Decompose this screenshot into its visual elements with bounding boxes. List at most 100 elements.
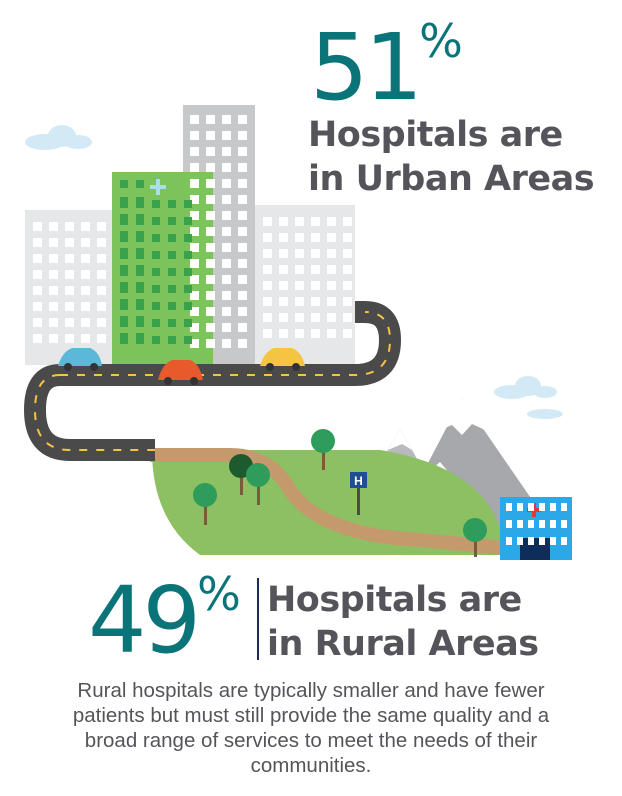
window [238, 163, 247, 172]
window [81, 238, 90, 247]
window [238, 259, 247, 268]
window [33, 254, 42, 263]
tree-icon [246, 463, 270, 505]
window [136, 336, 144, 344]
window [190, 259, 199, 268]
window [120, 285, 128, 293]
window [136, 251, 144, 259]
description-text: Rural hospitals are typically smaller an… [72, 679, 550, 777]
window [222, 339, 231, 348]
window [168, 285, 176, 293]
window [517, 537, 523, 545]
window [49, 286, 58, 295]
urban-heading-line2: in Urban Areas [308, 159, 595, 199]
window [517, 520, 523, 528]
window [222, 259, 231, 268]
window [81, 334, 90, 343]
divider [257, 578, 259, 660]
rural-heading-line2: in Rural Areas [267, 624, 539, 664]
window [311, 313, 320, 322]
dirt-path [150, 448, 506, 555]
window [152, 251, 160, 259]
window [222, 195, 231, 204]
window [120, 180, 128, 188]
window [120, 251, 128, 259]
window [184, 200, 192, 208]
window [184, 336, 192, 344]
window [238, 291, 247, 300]
window [33, 302, 42, 311]
window [327, 265, 336, 274]
window [550, 537, 556, 545]
window [206, 323, 215, 332]
window [49, 334, 58, 343]
window [120, 268, 128, 276]
window [279, 281, 288, 290]
window [222, 115, 231, 124]
window [190, 147, 199, 156]
window [65, 238, 74, 247]
window [49, 302, 58, 311]
window [184, 302, 192, 310]
window [311, 233, 320, 242]
window [168, 251, 176, 259]
window [327, 281, 336, 290]
window [279, 233, 288, 242]
window [311, 281, 320, 290]
cloud-icon [494, 376, 563, 419]
window [81, 302, 90, 311]
window [97, 302, 106, 311]
window [136, 217, 144, 225]
window [206, 195, 215, 204]
window [263, 329, 272, 338]
window [238, 243, 247, 252]
window [168, 217, 176, 225]
rural-heading-line1: Hospitals are [267, 580, 522, 620]
window [33, 334, 42, 343]
window [238, 211, 247, 220]
window [152, 319, 160, 327]
window [561, 503, 567, 511]
window [190, 243, 199, 252]
window [238, 323, 247, 332]
window [327, 233, 336, 242]
window [506, 537, 512, 545]
urban-heading: Hospitals are in Urban Areas [308, 113, 595, 201]
window [238, 275, 247, 284]
window [136, 180, 144, 188]
window [238, 131, 247, 140]
window [136, 302, 144, 310]
window [190, 227, 199, 236]
window [49, 254, 58, 263]
window [343, 297, 352, 306]
window [311, 249, 320, 258]
window [295, 249, 304, 258]
window [206, 339, 215, 348]
window [136, 200, 144, 208]
window [238, 307, 247, 316]
window [49, 318, 58, 327]
window [168, 234, 176, 242]
yellow-car [260, 348, 305, 371]
window [152, 268, 160, 276]
window [136, 234, 144, 242]
window [550, 520, 556, 528]
rural-heading: Hospitals are in Rural Areas [267, 578, 539, 666]
window [263, 217, 272, 226]
window [97, 270, 106, 279]
window [152, 285, 160, 293]
window [190, 163, 199, 172]
window [279, 265, 288, 274]
window [81, 222, 90, 231]
window [190, 339, 199, 348]
green-hospital-building [112, 172, 213, 365]
window [279, 217, 288, 226]
window [295, 217, 304, 226]
window [222, 131, 231, 140]
window [206, 307, 215, 316]
window [263, 297, 272, 306]
window [238, 115, 247, 124]
blue-car [58, 348, 102, 371]
window [206, 291, 215, 300]
